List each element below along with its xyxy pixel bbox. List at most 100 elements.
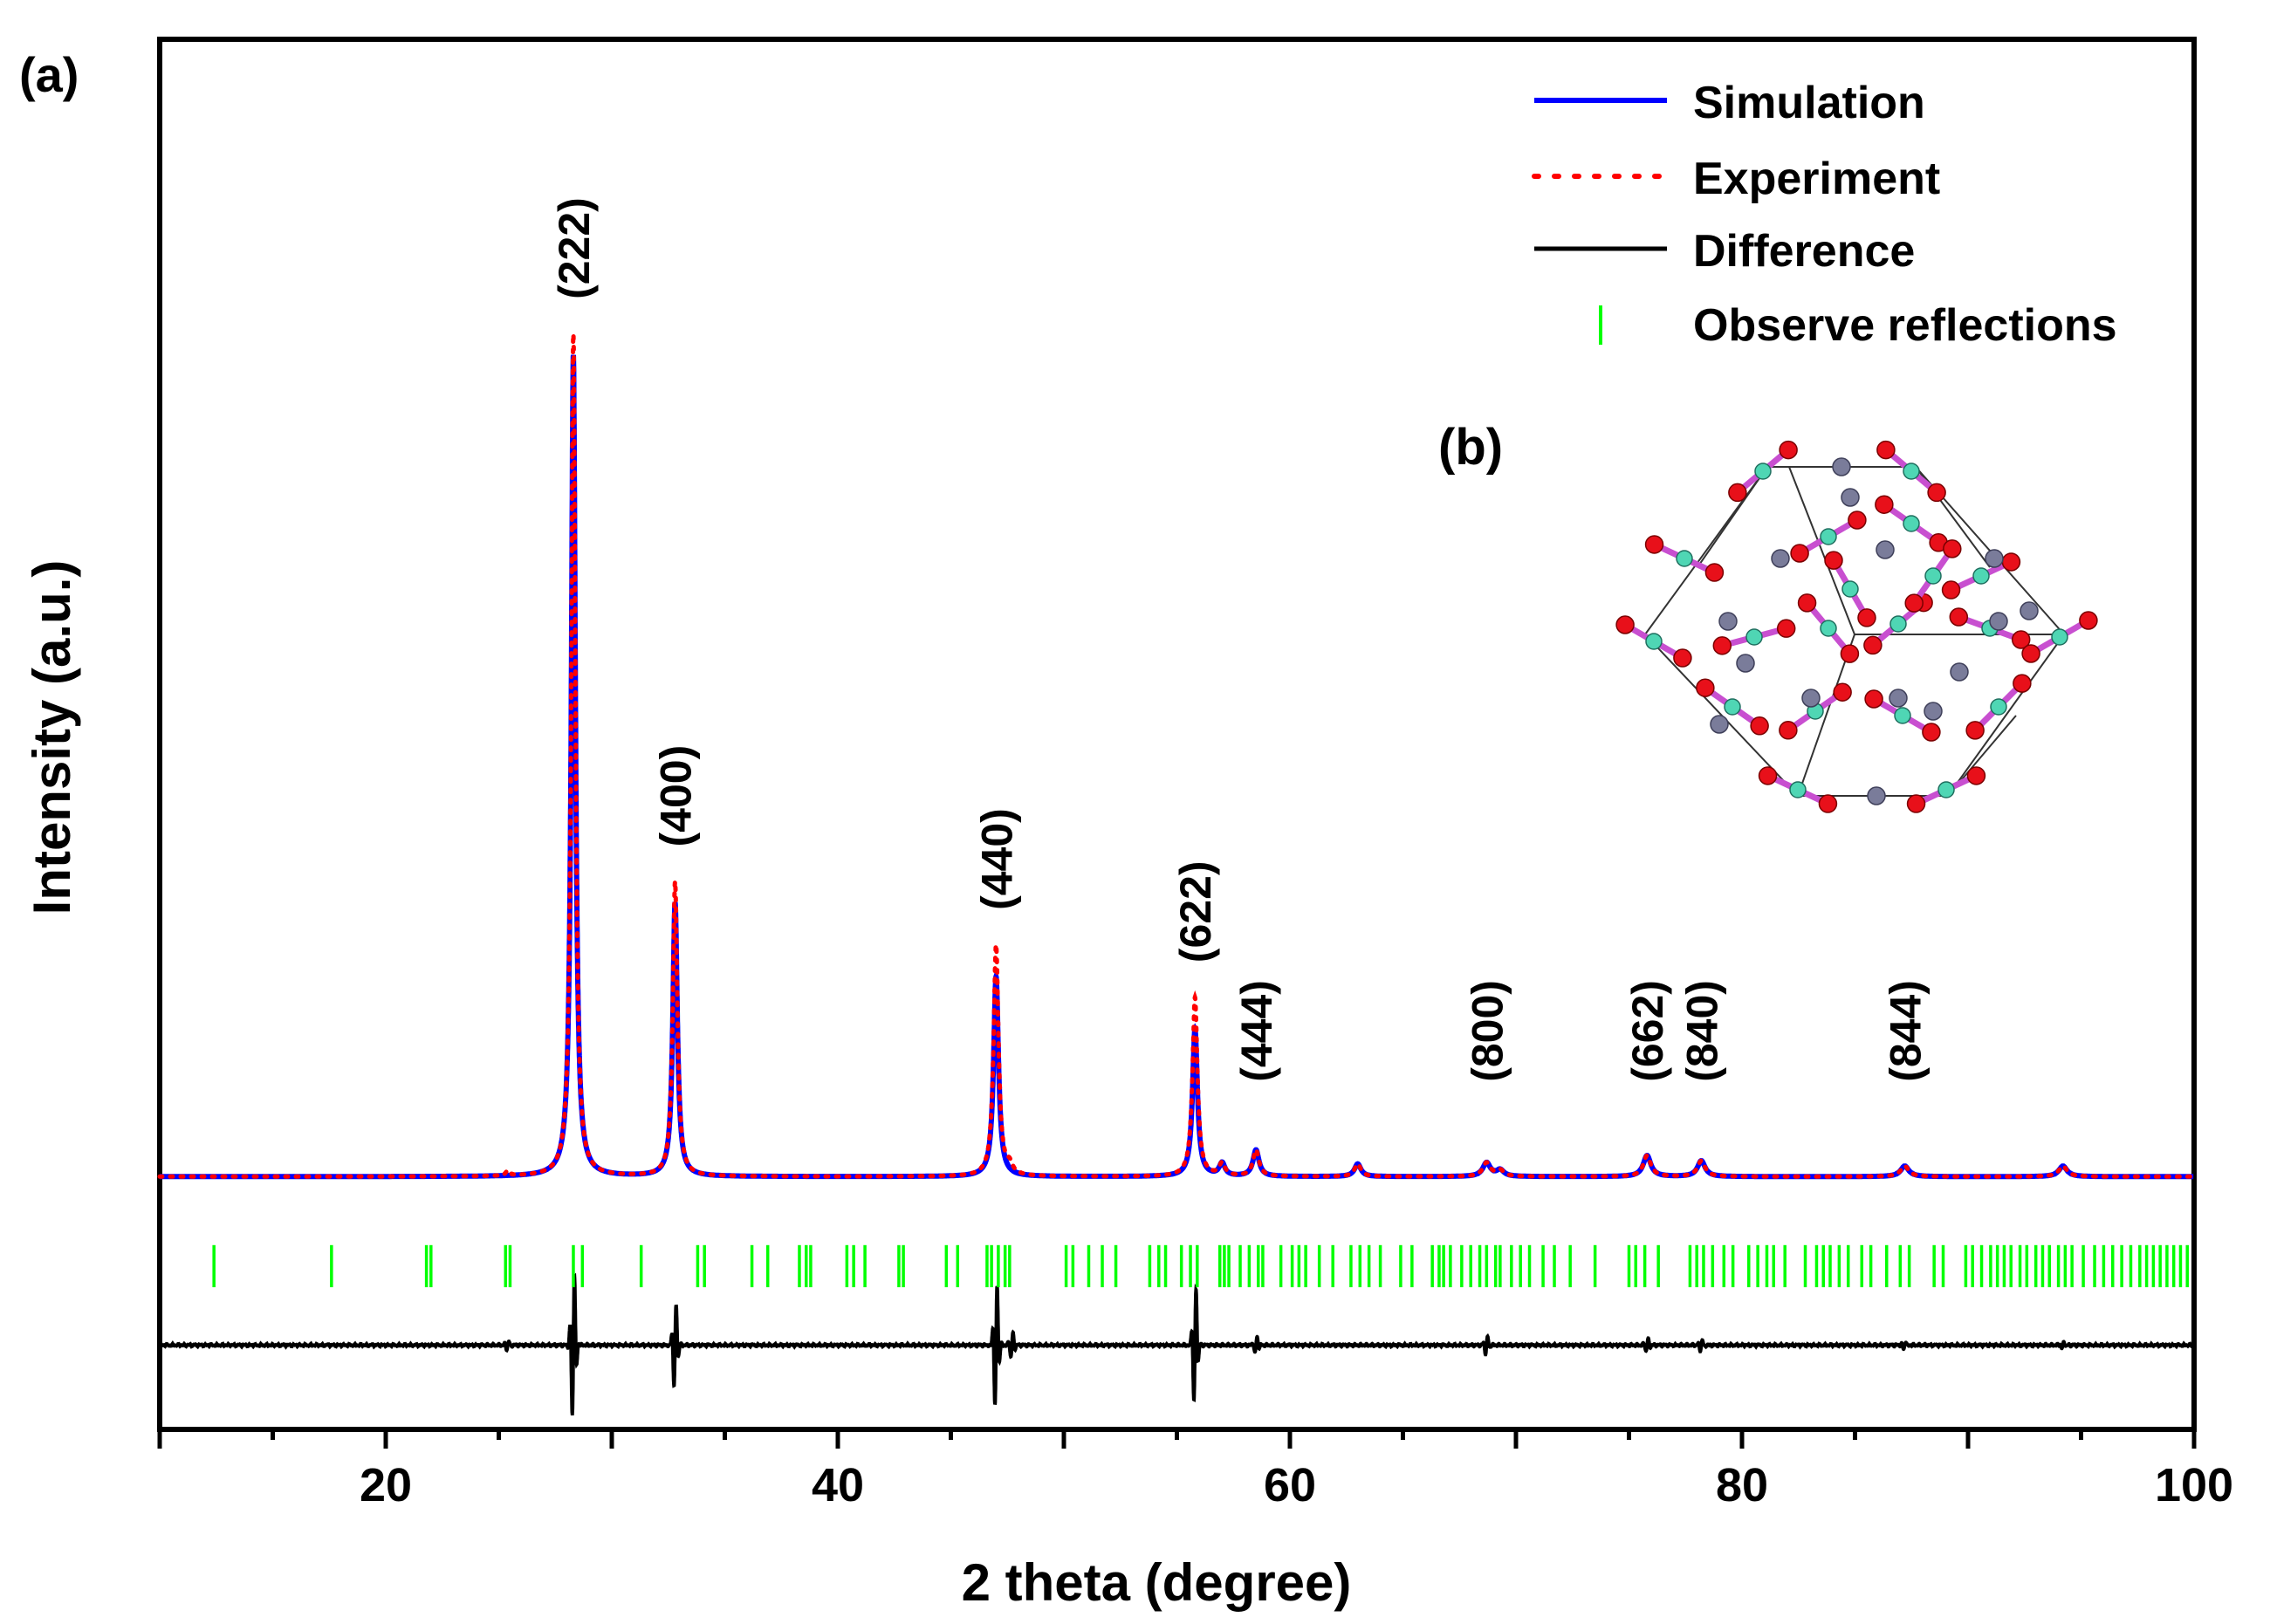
legend-simulation-label: Simulation bbox=[1693, 78, 1925, 128]
cation-atom bbox=[1645, 633, 1663, 650]
anion-atom bbox=[1950, 662, 1969, 682]
cation-atom bbox=[1990, 698, 2007, 716]
oxygen-atom bbox=[2001, 552, 2021, 572]
series-experiment-line bbox=[157, 333, 2196, 1179]
unit-cell-edge bbox=[1947, 634, 2065, 797]
cation-atom bbox=[2051, 628, 2068, 646]
oxygen-atom bbox=[1848, 510, 1867, 530]
peak-label: (440) bbox=[972, 808, 1021, 910]
cation-atom bbox=[1841, 580, 1859, 598]
oxygen-atom bbox=[1943, 539, 1962, 558]
cation-atom bbox=[1754, 463, 1772, 480]
oxygen-atom bbox=[2079, 611, 2098, 630]
cation-atom bbox=[1820, 620, 1837, 637]
peak-label: (622) bbox=[1171, 860, 1220, 963]
cation-atom bbox=[1789, 781, 1807, 798]
anion-atom bbox=[1985, 549, 2004, 568]
anion-atom bbox=[1989, 612, 2008, 631]
y-axis-label: Intensity (a.u.) bbox=[23, 560, 81, 915]
oxygen-atom bbox=[1790, 544, 1809, 563]
peak-label: (222) bbox=[550, 197, 599, 299]
oxygen-atom bbox=[1779, 440, 1798, 460]
legend: Simulation Experiment Difference Observe… bbox=[1532, 78, 2117, 351]
cation-atom bbox=[1820, 528, 1837, 545]
anion-atom bbox=[1889, 689, 1908, 708]
oxygen-atom bbox=[1941, 580, 1961, 600]
oxygen-atom bbox=[1704, 563, 1725, 582]
crystal-structure-inset bbox=[1615, 440, 2098, 813]
oxygen-atom bbox=[1840, 644, 1860, 663]
anion-atom bbox=[1718, 612, 1738, 631]
oxygen-atom bbox=[1712, 636, 1732, 655]
oxygen-atom bbox=[1750, 716, 1769, 736]
cation-atom bbox=[1676, 550, 1693, 567]
x-axis-label: 2 theta (degree) bbox=[962, 1553, 1352, 1612]
legend-difference-label: Difference bbox=[1693, 226, 1915, 277]
anion-atom bbox=[1867, 786, 1886, 805]
oxygen-atom bbox=[1644, 535, 1664, 554]
x-tick-label: 80 bbox=[1716, 1459, 1768, 1511]
series-difference-line bbox=[158, 1272, 2195, 1415]
oxygen-atom bbox=[1673, 648, 1692, 668]
oxygen-atom bbox=[2021, 644, 2040, 663]
anion-atom bbox=[1736, 654, 1755, 673]
panel-label-a: (a) bbox=[19, 47, 79, 102]
peak-label: (400) bbox=[652, 745, 701, 847]
oxygen-atom bbox=[1696, 678, 1715, 697]
anion-atom bbox=[1710, 715, 1729, 734]
x-tick-label: 60 bbox=[1264, 1459, 1316, 1511]
cation-atom bbox=[1889, 615, 1907, 633]
x-tick-label: 100 bbox=[2155, 1459, 2233, 1511]
peak-label: (444) bbox=[1232, 980, 1281, 1082]
x-axis: 20 40 60 80 100 bbox=[157, 1429, 2233, 1511]
oxygen-atom bbox=[1833, 682, 1852, 702]
anion-atom bbox=[1832, 457, 1851, 476]
x-tick-label: 40 bbox=[812, 1459, 864, 1511]
oxygen-atom bbox=[1776, 619, 1796, 638]
peak-label: (662) bbox=[1623, 980, 1672, 1082]
oxygen-atom bbox=[1864, 689, 1883, 709]
x-tick-label: 20 bbox=[360, 1459, 412, 1511]
legend-experiment-label: Experiment bbox=[1693, 154, 1940, 204]
oxygen-atom bbox=[1949, 607, 1969, 627]
anion-atom bbox=[1771, 549, 1790, 568]
oxygen-atom bbox=[1615, 615, 1635, 634]
anion-atom bbox=[1924, 702, 1943, 721]
legend-reflection-label: Observe reflections bbox=[1693, 300, 2117, 351]
peak-annotations: (222) (400) (440) (622)(444) (800) (662) (840)… bbox=[550, 197, 1931, 1082]
oxygen-atom bbox=[1904, 593, 1924, 613]
reflection-ticks bbox=[212, 1244, 2189, 1288]
cation-atom bbox=[1937, 781, 1955, 798]
oxygen-atom bbox=[1876, 440, 1896, 460]
unit-cell-edge bbox=[1788, 466, 1855, 635]
data-layer bbox=[157, 333, 2196, 1415]
oxygen-atom bbox=[1875, 495, 1894, 514]
oxygen-atom bbox=[1758, 766, 1778, 785]
cation-atom bbox=[1972, 567, 1990, 585]
cation-atom bbox=[1903, 515, 1920, 532]
oxygen-atom bbox=[1824, 551, 1843, 570]
cation-atom bbox=[1894, 707, 1911, 724]
anion-atom bbox=[1876, 540, 1895, 559]
oxygen-atom bbox=[1797, 593, 1817, 613]
oxygen-atom bbox=[1818, 794, 1838, 813]
cation-atom bbox=[1724, 698, 1741, 716]
anion-atom bbox=[2020, 601, 2039, 620]
oxygen-atom bbox=[1966, 766, 1986, 785]
peak-label: (840) bbox=[1677, 980, 1726, 1082]
oxygen-atom bbox=[1728, 483, 1747, 503]
oxygen-atom bbox=[2013, 674, 2032, 693]
anion-atom bbox=[1801, 689, 1821, 708]
anion-atom bbox=[1841, 488, 1860, 507]
oxygen-atom bbox=[1779, 721, 1798, 740]
cation-atom bbox=[1924, 567, 1942, 585]
oxygen-atom bbox=[1965, 721, 1985, 740]
oxygen-atom bbox=[1857, 608, 1876, 627]
oxygen-atom bbox=[1922, 723, 1941, 742]
unit-cell-edge bbox=[1697, 466, 1768, 568]
cation-atom bbox=[1903, 463, 1920, 480]
oxygen-atom bbox=[2011, 630, 2031, 649]
oxygen-atom bbox=[1927, 483, 1946, 503]
